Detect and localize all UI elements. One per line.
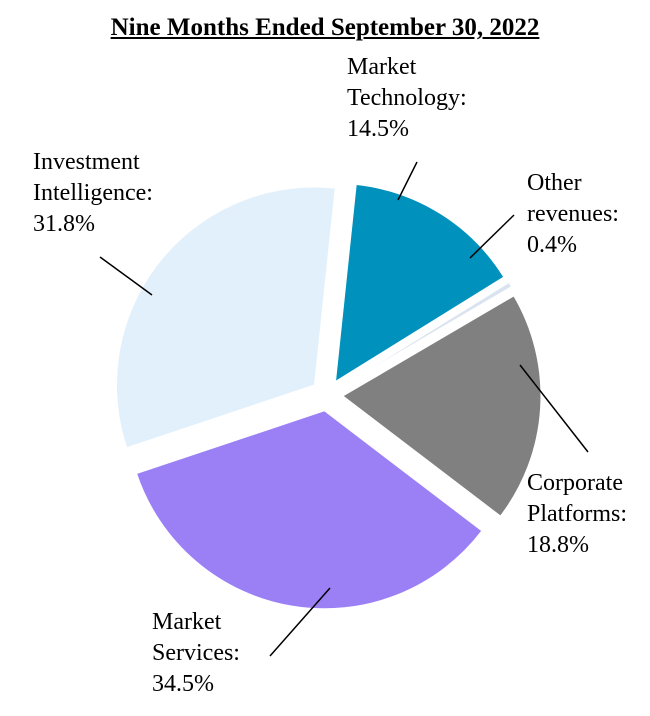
label-line: Other: [527, 170, 582, 196]
label-line: Platforms:: [527, 501, 627, 527]
label-line: Services:: [152, 640, 240, 666]
label-line: Market: [152, 609, 222, 635]
leader-line: [519, 364, 589, 453]
leader-line: [397, 161, 418, 201]
label-line: Technology:: [347, 85, 467, 111]
slice-investment-intelligence: [116, 186, 336, 449]
label-market-services: Market Services: 34.5%: [152, 607, 240, 700]
label-other-revenues: Other revenues: 0.4%: [527, 168, 619, 261]
slice-market-services: [135, 410, 483, 610]
label-line: Investment: [33, 149, 140, 175]
leader-line: [269, 587, 331, 657]
slice-market-technology: [334, 183, 505, 383]
leader-line: [469, 214, 515, 259]
label-line: Corporate: [527, 470, 623, 496]
label-line: Intelligence:: [33, 180, 153, 206]
label-line: Market: [347, 54, 417, 80]
label-value: 0.4%: [527, 232, 577, 258]
label-value: 34.5%: [152, 671, 214, 697]
label-value: 31.8%: [33, 211, 95, 237]
label-value: 14.5%: [347, 116, 409, 142]
slice-corporate-platforms: [342, 295, 542, 517]
label-line: revenues:: [527, 201, 619, 227]
label-investment-intelligence: Investment Intelligence: 31.8%: [33, 147, 153, 240]
label-value: 18.8%: [527, 532, 589, 558]
leader-line: [99, 256, 153, 296]
chart-title: Nine Months Ended September 30, 2022: [110, 14, 540, 41]
label-corporate-platforms: Corporate Platforms: 18.8%: [527, 468, 627, 561]
slice-other-revenues: [340, 281, 513, 388]
label-market-technology: Market Technology: 14.5%: [347, 52, 467, 145]
